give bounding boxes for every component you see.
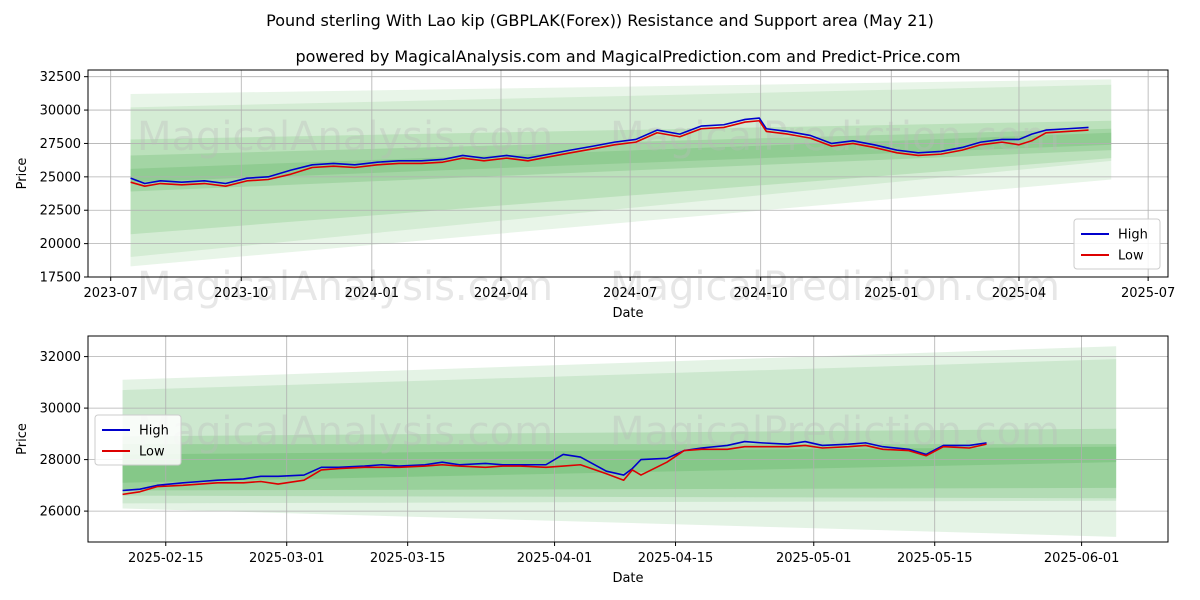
top-band-2 (130, 120, 1112, 235)
top-xtick-label: 2024-01 (345, 286, 399, 301)
bottom-xtick-label: 2025-02-15 (128, 551, 204, 566)
bottom-ytick-label: 30000 (40, 402, 81, 417)
top-legend: High Low (1073, 218, 1161, 270)
top-ytick-label: 25000 (40, 170, 81, 185)
top-xtick-label: 2025-07 (1121, 286, 1175, 301)
top-xtick-label: 2024-04 (474, 286, 528, 301)
top-xtick-label: 2024-07 (603, 286, 657, 301)
top-ytick-label: 27500 (40, 137, 81, 152)
top-band-1 (130, 84, 1112, 257)
top-xtick-label: 2023-10 (214, 286, 268, 301)
chart-subtitle: powered by MagicalAnalysis.com and Magic… (295, 47, 960, 66)
top-watermark-1: MagicalPrediction.com (610, 114, 1060, 160)
bottom-legend-label-low: Low (139, 445, 165, 460)
outer-watermark-1: MagicalPrediction.com (610, 264, 1060, 310)
top-xtick-label: 2025-01 (864, 286, 918, 301)
top-legend-label-low: Low (1118, 249, 1144, 264)
top-xtick-label: 2024-10 (734, 286, 788, 301)
top-xtick-label: 2025-04 (992, 286, 1046, 301)
bottom-xtick-label: 2025-06-01 (1044, 551, 1120, 566)
bottom-xtick-label: 2025-05-01 (776, 551, 852, 566)
bottom-watermark-0: MagicalAnalysis.com (137, 409, 553, 455)
bottom-series-high (122, 440, 987, 492)
top-legend-box (1073, 218, 1161, 270)
top-panel: MagicalAnalysis.com MagicalPrediction.com… (15, 69, 1175, 321)
bottom-ytick-label: 28000 (40, 453, 81, 468)
bottom-ytick-label: 26000 (40, 505, 81, 520)
top-xlabel: Date (612, 306, 643, 321)
top-ytick-label: 30000 (40, 104, 81, 119)
top-band-3 (130, 128, 1112, 192)
bottom-band-3 (122, 444, 1117, 491)
top-xtick-label: 2023-07 (84, 286, 138, 301)
top-series-low (130, 119, 1089, 187)
outer-watermark-0: MagicalAnalysis.com (137, 264, 553, 310)
bottom-ytick-label: 32000 (40, 350, 81, 365)
top-ytick-label: 32500 (40, 70, 81, 85)
bottom-ylabel: Price (15, 423, 30, 455)
bottom-xtick-label: 2025-04-01 (517, 551, 593, 566)
top-ylabel: Price (15, 158, 30, 190)
bottom-xtick-label: 2025-04-15 (638, 551, 714, 566)
bottom-xtick-label: 2025-05-15 (897, 551, 973, 566)
bottom-xtick-label: 2025-03-01 (249, 551, 325, 566)
top-ytick-label: 20000 (40, 237, 81, 252)
top-band-0 (130, 79, 1112, 267)
bottom-panel: MagicalAnalysis.com MagicalPrediction.com… (15, 335, 1169, 586)
top-ytick-label: 17500 (40, 271, 81, 286)
bottom-legend: High Low (94, 414, 182, 466)
bottom-xtick-label: 2025-03-15 (370, 551, 446, 566)
bottom-band-4 (122, 446, 1117, 483)
top-frame (87, 69, 1169, 278)
top-legend-label-high: High (1118, 228, 1148, 243)
bottom-series-low (122, 443, 987, 496)
chart-title: Pound sterling With Lao kip (GBPLAK(Fore… (266, 11, 934, 30)
top-ytick-label: 22500 (40, 204, 81, 219)
bottom-band-0 (122, 346, 1117, 537)
top-watermark-0: MagicalAnalysis.com (137, 114, 553, 160)
bottom-legend-label-high: High (139, 424, 169, 439)
bottom-frame (87, 335, 1169, 543)
bottom-xlabel: Date (612, 571, 643, 586)
bottom-legend-box (94, 414, 182, 466)
top-series-high (130, 117, 1089, 185)
